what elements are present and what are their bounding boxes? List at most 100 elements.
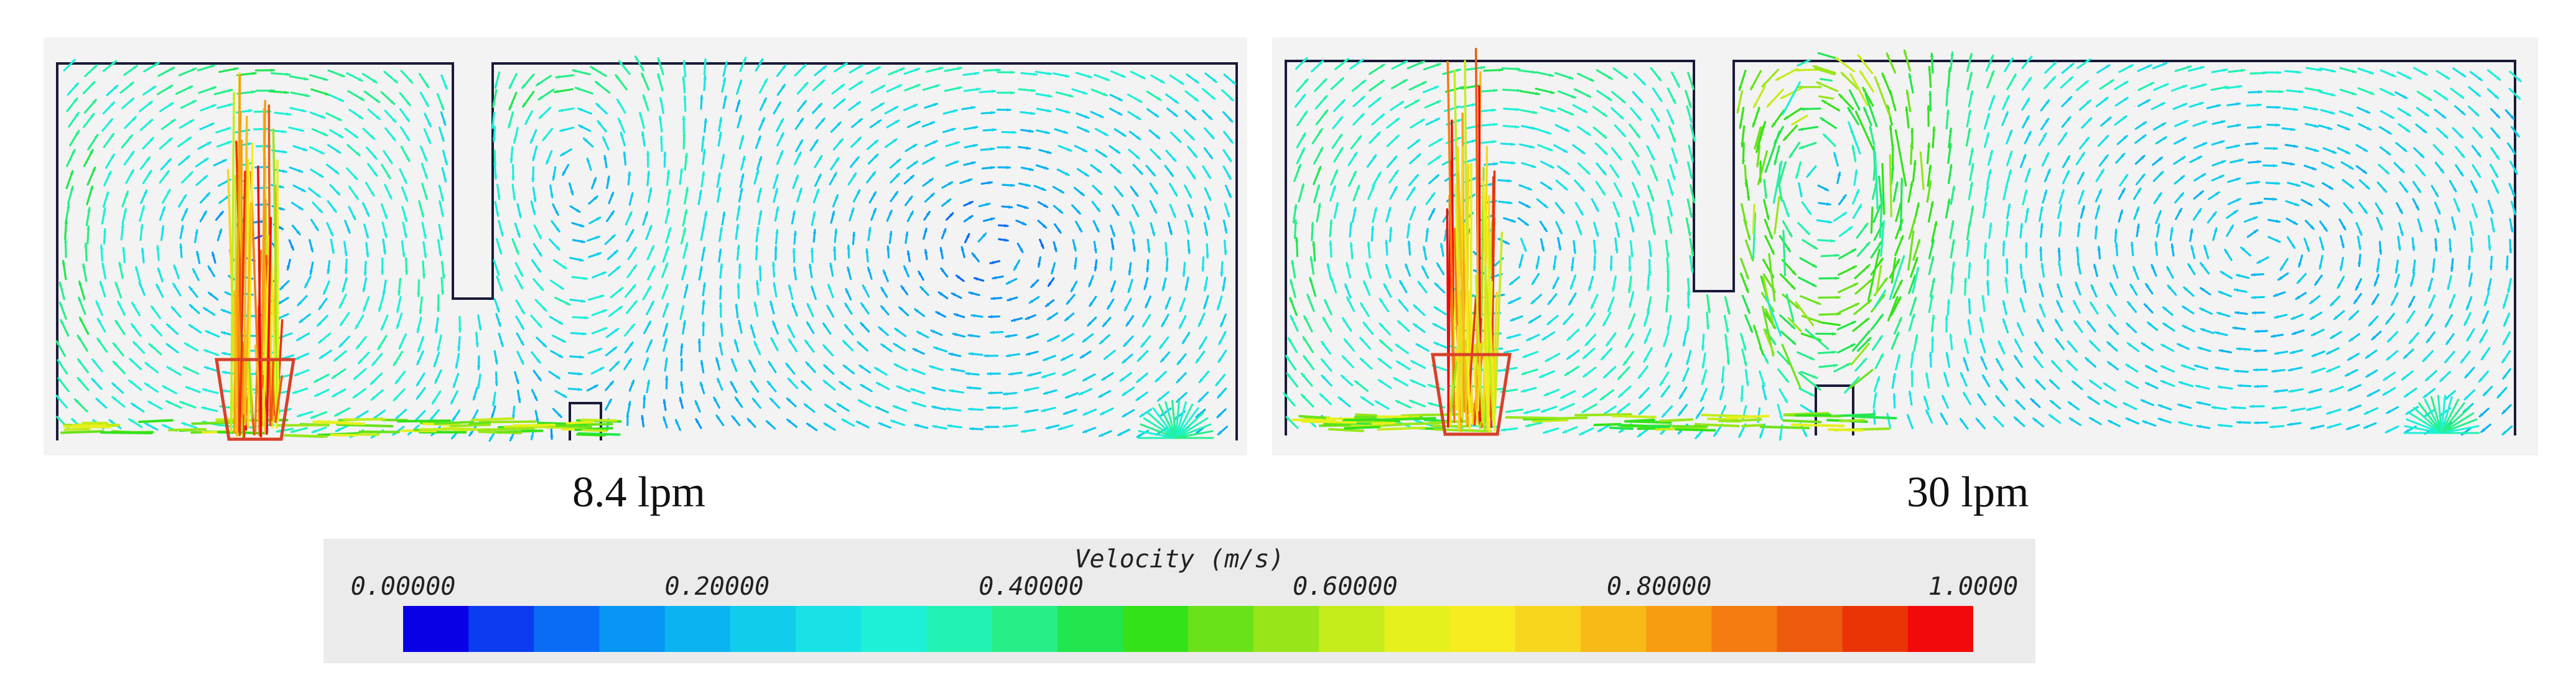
velocity-arrowhead	[498, 249, 502, 254]
velocity-arrowhead	[1141, 75, 1145, 79]
velocity-arrowhead	[1967, 129, 1971, 133]
velocity-arrowhead	[1411, 361, 1415, 365]
velocity-arrowhead	[2421, 172, 2425, 175]
velocity-arrowhead	[650, 246, 654, 250]
velocity-arrowhead	[2386, 429, 2390, 433]
velocity-arrowhead	[282, 129, 286, 134]
velocity-arrowhead	[2070, 418, 2074, 422]
velocity-arrowhead	[2331, 69, 2335, 73]
velocity-arrowhead	[2215, 331, 2219, 335]
velocity-arrowhead	[1099, 114, 1103, 118]
velocity-arrowhead	[734, 340, 738, 344]
velocity-arrowhead	[1209, 154, 1212, 159]
velocity-arrowhead	[664, 376, 669, 380]
velocity-arrowhead	[2141, 399, 2146, 403]
velocity-arrowhead	[1224, 229, 1228, 233]
velocity-arrowhead	[1048, 316, 1052, 320]
velocity-arrowhead	[633, 301, 637, 305]
velocity-arrowhead	[140, 225, 144, 229]
velocity-arrowhead	[647, 321, 651, 325]
velocity-arrowhead	[2258, 90, 2262, 94]
velocity-arrowhead	[593, 385, 598, 389]
velocity-arrowhead	[1332, 186, 1336, 190]
velocity-arrowhead	[2002, 301, 2006, 305]
velocity-arrowhead	[1848, 227, 1852, 231]
velocity-arrowhead	[419, 309, 422, 314]
velocity-arrowhead	[1990, 55, 1994, 60]
velocity-arrowhead	[738, 115, 742, 119]
velocity-arrowhead	[2124, 175, 2127, 179]
velocity-arrowhead	[2272, 197, 2276, 201]
velocity-arrowhead	[2220, 349, 2223, 353]
velocity-arrowhead	[2407, 319, 2411, 323]
velocity-arrowhead	[90, 186, 93, 190]
velocity-arrowhead	[2420, 153, 2424, 157]
velocity-arrowhead	[952, 293, 956, 297]
velocity-arrowhead	[575, 87, 580, 91]
velocity-arrowhead	[113, 86, 118, 90]
velocity-arrowhead	[366, 212, 370, 216]
velocity-arrowhead	[2067, 117, 2070, 121]
velocity-arrowhead	[1746, 196, 1751, 200]
velocity-arrowhead	[1941, 413, 1945, 417]
velocity-arrowhead	[1507, 179, 1511, 183]
velocity-arrowhead	[1222, 287, 1225, 291]
velocity-arrowhead	[373, 79, 377, 83]
velocity-arrowhead	[1851, 146, 1855, 150]
velocity-arrowhead	[1798, 85, 1802, 89]
velocity-arrowhead	[1639, 410, 1644, 414]
velocity-arrowhead	[221, 309, 225, 313]
velocity-arrowhead	[1059, 426, 1062, 430]
velocity-arrowhead	[408, 430, 412, 435]
velocity-arrowhead	[2330, 111, 2335, 114]
velocity-arrowhead	[1879, 314, 1883, 319]
velocity-arrowhead	[1586, 131, 1590, 135]
velocity-arrowhead	[665, 304, 669, 308]
velocity-arrowhead	[1380, 114, 1384, 118]
velocity-arrowhead	[2237, 421, 2241, 424]
velocity-arrowhead	[1177, 138, 1181, 142]
velocity-arrowhead	[1397, 361, 1401, 365]
velocity-arrowhead	[2097, 246, 2101, 251]
velocity-arrowhead	[1981, 357, 1984, 361]
velocity-arrowhead	[1742, 346, 1747, 350]
velocity-arrowhead	[2310, 225, 2314, 229]
floor-flow-arrow	[580, 418, 618, 422]
velocity-arrowhead	[722, 212, 726, 216]
velocity-arrowhead	[1996, 396, 2000, 400]
velocity-arrowhead	[319, 339, 323, 343]
velocity-arrowhead	[717, 378, 721, 383]
velocity-arrowhead	[2310, 300, 2314, 304]
velocity-arrowhead	[1507, 335, 1511, 339]
velocity-arrowhead	[893, 106, 898, 110]
velocity-arrowhead	[110, 102, 114, 106]
velocity-arrowhead	[112, 383, 116, 387]
velocity-arrowhead	[129, 380, 133, 384]
velocity-arrowhead	[1172, 157, 1176, 161]
velocity-arrowhead	[1948, 144, 1952, 148]
velocity-arrowhead	[1516, 108, 1520, 111]
velocity-arrowhead	[417, 395, 421, 399]
velocity-arrowhead	[992, 90, 995, 93]
velocity-arrowhead	[1393, 156, 1397, 161]
velocity-arrowhead	[2358, 245, 2362, 249]
velocity-arrowhead	[755, 281, 760, 285]
velocity-arrowhead	[439, 236, 444, 240]
velocity-arrowhead	[2006, 221, 2010, 225]
velocity-arrowhead	[2289, 389, 2294, 393]
velocity-arrowhead	[1073, 247, 1077, 251]
velocity-arrowhead	[1363, 281, 1367, 286]
velocity-arrowhead	[596, 103, 600, 108]
velocity-arrowhead	[1823, 134, 1828, 138]
floor-flow-arrow	[582, 429, 608, 432]
velocity-arrowhead	[1621, 99, 1625, 103]
velocity-arrowhead	[1648, 253, 1653, 256]
velocity-arrowhead	[1160, 79, 1164, 83]
velocity-arrowhead	[643, 95, 646, 100]
velocity-arrowhead	[820, 80, 824, 84]
velocity-arrowhead	[312, 429, 316, 433]
velocity-arrowhead	[1585, 342, 1589, 345]
velocity-arrowhead	[880, 85, 885, 89]
velocity-arrowhead	[94, 134, 98, 139]
velocity-arrowhead	[518, 213, 522, 218]
